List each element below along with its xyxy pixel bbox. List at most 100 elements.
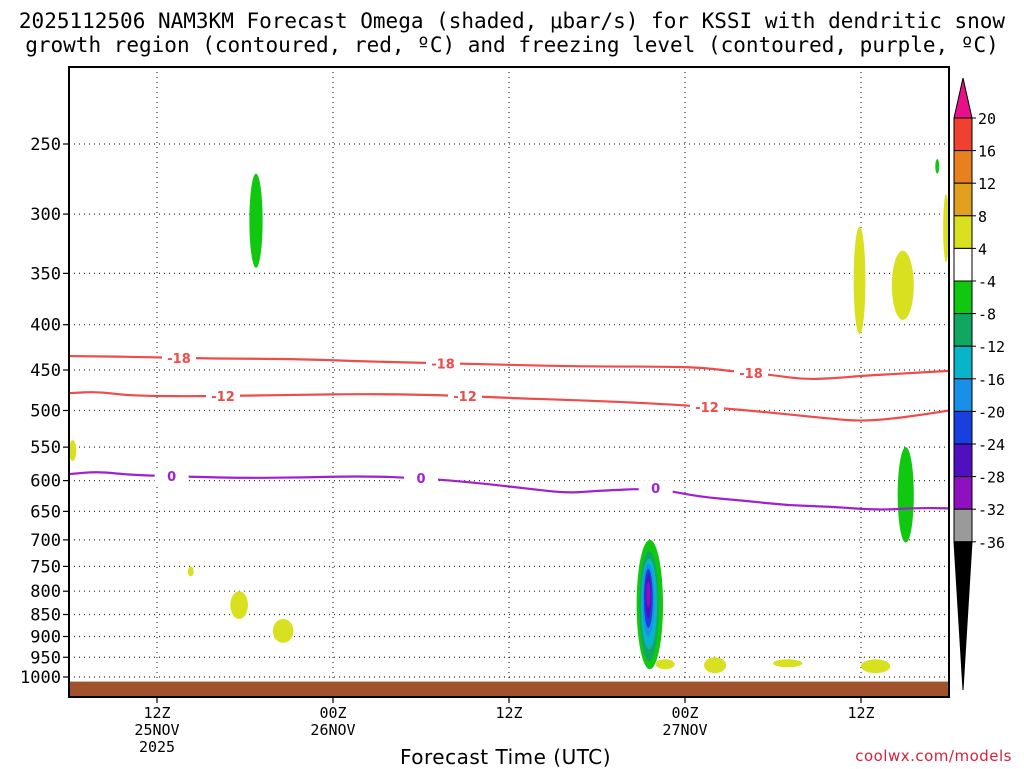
x-tick-label-0-2: 2025 [139, 738, 175, 756]
omega-region-18 [704, 657, 727, 674]
colorbar-label-4: 4 [978, 240, 987, 258]
y-tick-label-600: 600 [30, 472, 61, 492]
x-tick-label-3-1: 27NOV [662, 721, 707, 739]
y-tick-label-750: 750 [30, 557, 61, 577]
colorbar-segment-12 [953, 508, 973, 543]
colorbar-segment-2 [953, 182, 973, 217]
y-tick-label-350: 350 [30, 264, 61, 284]
omega-region-1 [853, 226, 866, 335]
colorbar-label-8: -16 [978, 371, 1005, 389]
omega-region-5 [897, 447, 914, 543]
omega-region-16 [646, 581, 651, 608]
contour-label-1-0: -12 [211, 390, 235, 405]
surface-terrain [69, 681, 949, 697]
x-tick-label-0-1: 25NOV [134, 721, 179, 739]
y-tick-label-550: 550 [30, 438, 61, 458]
y-tick-label-700: 700 [30, 531, 61, 551]
surface-fill [69, 681, 949, 697]
colorbar-label-6: -8 [978, 306, 996, 324]
omega-region-0 [249, 173, 263, 268]
x-axis-label: Forecast Time (UTC) [400, 745, 612, 769]
colorbar-label-5: -4 [978, 273, 996, 291]
y-tick-label-800: 800 [30, 582, 61, 602]
omega-region-20 [861, 659, 891, 674]
temperature-contours: -18 -18 -18 -12 -12 -12 0 0 0 [69, 349, 949, 511]
colorbar-label-13: -36 [978, 534, 1005, 552]
contour-label-bg-2-2 [638, 480, 673, 497]
colorbar-segment-4 [953, 247, 973, 282]
colorbar-segment-3 [953, 215, 973, 249]
contour-label-0-2: -18 [739, 367, 763, 382]
colorbar-segment-5 [953, 280, 973, 315]
colorbar-label-9: -20 [978, 403, 1005, 421]
y-tick-label-250: 250 [30, 135, 61, 155]
colorbar-segment-7 [953, 345, 973, 380]
omega-region-2 [891, 250, 914, 320]
y-tick-label-400: 400 [30, 316, 61, 336]
contour-label-bg-0-2 [734, 364, 768, 381]
contour-label-2-1: 0 [416, 472, 425, 487]
colorbar-segment-0 [953, 117, 973, 152]
omega-shaded-regions [69, 159, 949, 674]
contour-label-bg-2-0 [154, 468, 189, 485]
colorbar-label-11: -28 [978, 469, 1005, 487]
y-tick-label-850: 850 [30, 606, 61, 626]
colorbar-label-7: -12 [978, 338, 1005, 356]
x-tick-label-1-0: 00Z [319, 704, 346, 722]
contour-label-2-2: 0 [651, 482, 660, 497]
colorbar-segment-9 [953, 410, 973, 445]
y-tick-label-1000: 1000 [20, 668, 61, 688]
contour-label-1-2: -12 [695, 401, 719, 416]
gridlines [69, 67, 949, 697]
contour-label-bg-1-1 [448, 388, 482, 405]
colorbar: 20 16 12 8 4 -4 -8 -12 -16 -20 -24 -28 -32 -36 [953, 77, 1005, 691]
axes: 2503003504004505005506006507007508008509… [20, 135, 875, 756]
contour-label-bg-0-1 [426, 355, 460, 372]
x-tick-label-1-1: 26NOV [310, 721, 355, 739]
y-tick-label-300: 300 [30, 205, 61, 225]
chart-title-line-1: 2025112506 NAM3KM Forecast Omega (shaded… [18, 9, 1006, 33]
colorbar-bottom-arrow [953, 541, 973, 691]
x-tick-label-4-0: 12Z [847, 704, 874, 722]
omega-region-17 [655, 659, 675, 670]
colorbar-label-10: -24 [978, 436, 1005, 454]
colorbar-segment-10 [953, 443, 973, 478]
colorbar-segment-6 [953, 313, 973, 347]
x-tick-label-2-0: 12Z [495, 704, 522, 722]
omega-region-3 [943, 194, 949, 263]
y-tick-label-950: 950 [30, 648, 61, 668]
chart-title-line-2: growth region (contoured, red, ºC) and f… [25, 33, 999, 57]
colorbar-top-arrow [953, 77, 973, 119]
x-tick-label-0-0: 12Z [143, 704, 170, 722]
contour-line-1 [69, 391, 949, 422]
y-tick-label-900: 900 [30, 627, 61, 647]
omega-region-4 [935, 159, 940, 174]
contour-label-0-1: -18 [431, 357, 455, 372]
contour-label-bg-1-0 [206, 387, 240, 404]
y-tick-label-500: 500 [30, 402, 61, 422]
colorbar-label-1: 16 [978, 143, 996, 161]
y-tick-label-450: 450 [30, 361, 61, 381]
contour-label-bg-2-1 [404, 470, 438, 487]
x-tick-label-3-0: 00Z [671, 704, 698, 722]
source-credit: coolwx.com/models [855, 747, 1012, 765]
omega-region-7 [187, 566, 194, 577]
colorbar-label-2: 12 [978, 175, 996, 193]
y-tick-label-650: 650 [30, 502, 61, 522]
contour-label-1-1: -12 [453, 390, 477, 405]
contour-label-bg-1-2 [690, 398, 724, 415]
colorbar-segment-8 [953, 378, 973, 412]
colorbar-label-0: 20 [978, 110, 996, 128]
colorbar-label-3: 8 [978, 208, 987, 226]
contour-label-0-0: -18 [167, 352, 191, 367]
omega-region-9 [272, 619, 294, 643]
colorbar-label-12: -32 [978, 501, 1005, 519]
contour-label-bg-0-0 [162, 349, 196, 366]
omega-region-6 [69, 440, 77, 461]
omega-region-8 [230, 591, 248, 620]
colorbar-segment-11 [953, 476, 973, 510]
contour-label-2-0: 0 [167, 470, 176, 485]
omega-region-19 [773, 659, 803, 668]
contour-line-0 [69, 354, 949, 381]
